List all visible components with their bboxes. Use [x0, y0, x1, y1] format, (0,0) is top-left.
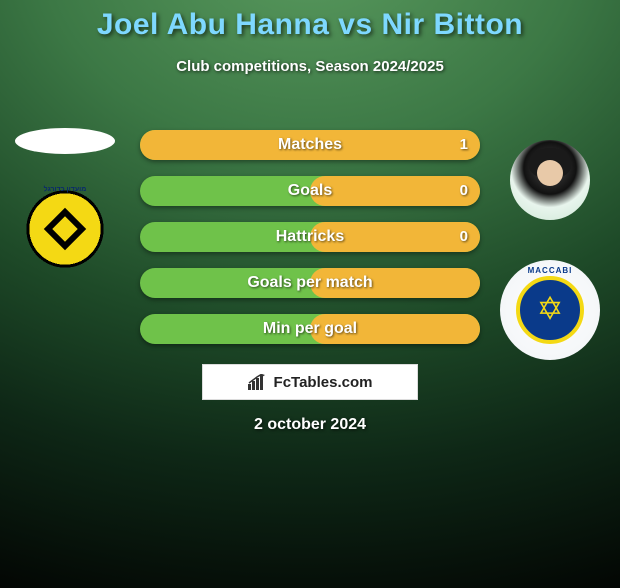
brand-watermark: FcTables.com — [202, 364, 418, 400]
stat-label: Goals per match — [140, 268, 480, 298]
stat-bars: Matches1Goals0Hattricks0Goals per matchM… — [140, 130, 480, 360]
right-player-avatar — [510, 140, 590, 220]
left-club-badge: מועדון כדורגל — [15, 184, 115, 284]
stat-row: Goals per match — [140, 268, 480, 298]
left-club-badge-text: מועדון כדורגל — [15, 186, 115, 193]
stat-label: Hattricks — [140, 222, 480, 252]
stat-label: Matches — [140, 130, 480, 160]
snapshot-date: 2 october 2024 — [0, 416, 620, 434]
stat-row: Matches1 — [140, 130, 480, 160]
stat-row: Goals0 — [140, 176, 480, 206]
star-icon: ✡ — [537, 292, 564, 324]
stat-row: Hattricks0 — [140, 222, 480, 252]
left-player-column: מועדון כדורגל — [10, 128, 120, 284]
stat-value-right: 0 — [458, 222, 468, 252]
stat-label: Min per goal — [140, 314, 480, 344]
stat-row: Min per goal — [140, 314, 480, 344]
brand-text: FcTables.com — [274, 374, 373, 391]
chart-icon — [248, 374, 268, 390]
right-club-badge: MACCABI ✡ — [500, 260, 600, 360]
comparison-subtitle: Club competitions, Season 2024/2025 — [0, 58, 620, 75]
stat-value-right: 1 — [458, 130, 468, 160]
right-club-badge-inner: ✡ — [516, 276, 584, 344]
right-player-column: MACCABI ✡ — [500, 140, 600, 360]
comparison-title: Joel Abu Hanna vs Nir Bitton — [0, 8, 620, 42]
right-club-badge-text: MACCABI — [500, 266, 600, 275]
left-player-avatar — [15, 128, 115, 154]
stat-label: Goals — [140, 176, 480, 206]
stat-value-right: 0 — [458, 176, 468, 206]
